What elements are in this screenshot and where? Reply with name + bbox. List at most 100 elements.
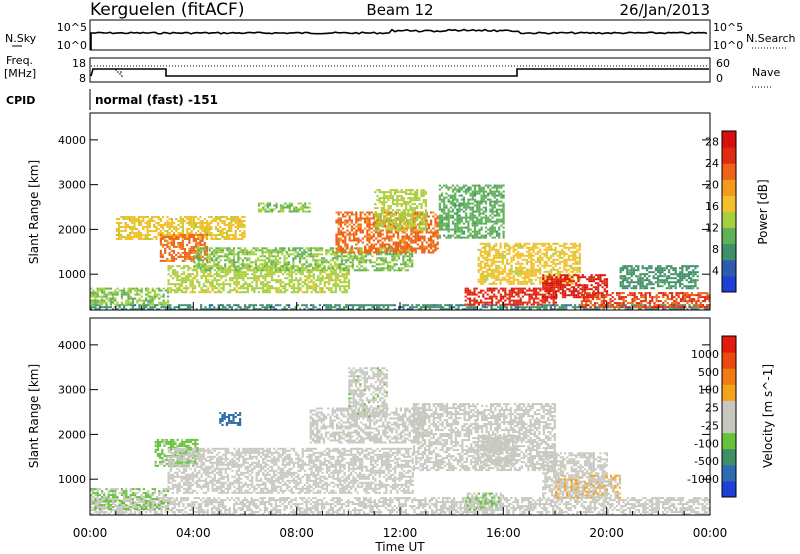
data-cell (340, 267, 343, 270)
data-cell (198, 267, 201, 270)
data-cell (394, 199, 397, 202)
data-cell (192, 226, 195, 228)
data-cell (281, 269, 284, 272)
data-cell (186, 306, 189, 309)
data-cell (268, 257, 271, 260)
data-cell (497, 252, 500, 255)
data-cell (374, 215, 377, 218)
data-cell (552, 293, 555, 296)
data-cell (192, 239, 195, 242)
data-cell (400, 211, 403, 214)
data-cell (297, 279, 300, 282)
data-cell (367, 304, 370, 307)
data-cell (246, 265, 249, 268)
data-cell (469, 202, 472, 205)
data-cell (215, 281, 219, 284)
data-cell (320, 253, 324, 256)
data-cell (259, 263, 262, 266)
data-cell (490, 246, 493, 249)
data-cell (391, 213, 394, 216)
data-cell (298, 249, 302, 252)
data-cell (510, 280, 513, 283)
data-cell (237, 261, 240, 264)
data-cell (387, 219, 390, 222)
data-cell (277, 210, 280, 213)
data-cell (372, 233, 375, 236)
data-cell (361, 251, 364, 254)
data-cell (513, 303, 516, 306)
data-cell (598, 306, 601, 309)
data-cell (138, 297, 141, 300)
data-cell (103, 301, 106, 304)
data-cell (467, 224, 470, 227)
data-cell (411, 259, 414, 262)
data-cell (284, 271, 287, 274)
data-cell (517, 303, 520, 306)
data-cell (427, 251, 430, 254)
data-cell (314, 291, 318, 294)
data-cell (464, 287, 467, 290)
data-cell (185, 275, 188, 278)
data-cell (199, 220, 202, 222)
data-cell (235, 281, 238, 284)
data-cell (125, 291, 128, 294)
data-cell (445, 212, 448, 215)
data-cell (450, 304, 453, 307)
data-cell (185, 281, 188, 284)
data-cell (405, 251, 408, 254)
data-cell (188, 251, 191, 254)
data-cell (142, 308, 145, 311)
data-cell (517, 270, 520, 273)
data-cell (173, 228, 176, 230)
data-cell (422, 193, 425, 196)
data-cell (232, 255, 236, 258)
data-cell (519, 303, 522, 306)
data-cell (412, 231, 415, 234)
data-cell (510, 289, 513, 292)
data-cell (182, 267, 186, 270)
data-cell (268, 291, 271, 294)
data-cell (204, 257, 207, 260)
data-cell (101, 306, 104, 309)
data-cell (514, 306, 517, 309)
data-cell (467, 220, 470, 223)
data-cell (399, 221, 402, 224)
data-cell (506, 293, 509, 296)
data-cell (251, 285, 254, 288)
data-cell (411, 197, 414, 200)
data-cell (195, 308, 198, 311)
data-cell (438, 234, 441, 237)
data-cell (298, 261, 302, 264)
data-cell (490, 262, 493, 265)
data-cell (481, 260, 485, 263)
data-cell (254, 267, 258, 270)
data-cell (471, 218, 474, 221)
data-cell (272, 261, 275, 264)
data-cell (500, 192, 503, 195)
data-cell (366, 215, 369, 218)
data-cell (288, 304, 291, 307)
data-cell (125, 308, 128, 311)
data-cell (383, 199, 386, 202)
data-cell (458, 220, 461, 223)
data-cell (505, 308, 508, 311)
data-cell (525, 282, 529, 285)
data-cell (230, 218, 233, 220)
data-cell (489, 204, 492, 207)
data-cell (217, 304, 220, 307)
data-cell (166, 224, 169, 226)
data-cell (134, 304, 137, 307)
data-cell (276, 251, 280, 254)
data-cell (492, 282, 496, 285)
data-cell (476, 224, 479, 227)
data-cell (451, 190, 455, 193)
data-cell (438, 188, 441, 191)
data-cell (312, 277, 315, 280)
data-cell (513, 295, 516, 298)
data-cell (144, 216, 147, 218)
data-cell (164, 222, 167, 224)
data-cell (228, 306, 231, 309)
data-cell (168, 237, 171, 240)
data-cell (321, 277, 324, 280)
data-cell (456, 218, 459, 221)
